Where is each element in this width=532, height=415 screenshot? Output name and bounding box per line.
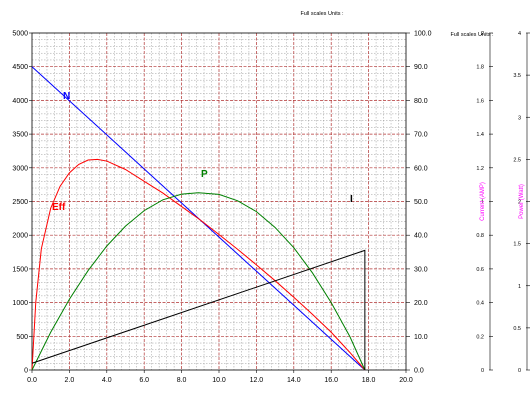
right-y-tick-label: 10.0 [414, 334, 428, 341]
right-y-tick-label: 100.0 [414, 31, 432, 38]
current-tick-label: 0.2 [476, 334, 484, 340]
x-tick-label: 2.0 [65, 377, 75, 384]
x-tick-label: 0.0 [27, 377, 37, 384]
right-y-tick-label: 90.0 [414, 64, 428, 71]
series-line-eff [31, 158, 366, 371]
x-tick-label: 4.0 [102, 377, 112, 384]
series-label-n: N [63, 91, 70, 102]
right-y-axis-ticks: 0.0 10.0 20.0 30.0 40.0 50.0 60.0 70.0 80.0 90.0 1… [406, 31, 432, 375]
left-y-tick-label: 5000 [12, 31, 28, 38]
right-y-tick-label: 20.0 [414, 300, 428, 307]
right-y-tick-label: 40.0 [414, 233, 428, 240]
power-tick-label: 3.5 [513, 73, 521, 79]
grid-major [32, 33, 406, 370]
right-y-tick-label: 50.0 [414, 199, 428, 206]
series-label-p: P [201, 169, 208, 180]
right-y-tick-label: 0.0 [414, 368, 424, 375]
x-tick-label: 14.0 [287, 377, 301, 384]
current-tick-label: 0 [481, 368, 484, 374]
x-tick-label: 6.0 [139, 377, 149, 384]
current-axis: 0 0.2 0.4 0.6 0.8 1 1.2 1.4 1.6 1.8 2 Current (AMP) [476, 31, 493, 374]
current-tick-label: 1.8 [476, 65, 484, 71]
series-label-eff: Eff [52, 202, 66, 213]
power-tick-label: 1.5 [513, 242, 521, 248]
full-scales-units-header: Full scales Units : [300, 11, 344, 17]
power-tick-label: 2.5 [513, 157, 521, 163]
x-axis-ticks: 0.0 2.0 4.0 6.0 8.0 10.0 12.0 14.0 16.0 18.0 20.0 [27, 370, 413, 384]
power-tick-label: 0.5 [513, 326, 521, 332]
x-tick-label: 8.0 [177, 377, 187, 384]
x-tick-label: 16.0 [324, 377, 338, 384]
current-tick-label: 1 [481, 200, 484, 206]
right-y-tick-label: 80.0 [414, 98, 428, 105]
current-tick-label: 1.2 [476, 166, 484, 172]
series-labels: N Eff P I [52, 91, 353, 213]
x-tick-label: 10.0 [212, 377, 226, 384]
right-y-tick-label: 30.0 [414, 266, 428, 273]
left-y-axis-ticks: 0 500 1000 1500 2000 2500 3000 3500 4000 4500 5000 [12, 31, 32, 375]
power-axis-label: Power (Watt) [519, 184, 525, 219]
right-y-tick-label: 70.0 [414, 132, 428, 139]
series-line-p [31, 192, 366, 371]
current-tick-label: 0.4 [476, 301, 484, 307]
power-tick-label: 4 [518, 31, 521, 37]
x-tick-label: 12.0 [250, 377, 264, 384]
x-tick-label: 20.0 [399, 377, 413, 384]
left-y-tick-label: 4500 [12, 64, 28, 71]
current-tick-label: 2 [481, 31, 484, 37]
left-y-tick-label: 1000 [12, 300, 28, 307]
left-y-tick-label: 3000 [12, 165, 28, 172]
full-scales-units-right-header: Full scales Units : [450, 32, 494, 38]
left-y-tick-label: 2500 [12, 199, 28, 206]
series-label-i: I [350, 194, 353, 205]
left-y-tick-label: 500 [16, 334, 28, 341]
current-tick-label: 1.4 [476, 132, 484, 138]
power-tick-label: 3 [518, 115, 521, 121]
current-tick-label: 0.8 [476, 233, 484, 239]
power-axis: 0 0.5 1 1.5 2 2.5 3 3.5 4 Power (Watt) [513, 31, 530, 374]
current-axis-label: Current (AMP) [480, 182, 486, 221]
right-y-tick-label: 60.0 [414, 165, 428, 172]
power-tick-label: 0 [518, 368, 521, 374]
power-tick-label: 2 [518, 200, 521, 206]
current-tick-label: 1.6 [476, 98, 484, 104]
series-lines [31, 66, 366, 371]
left-y-tick-label: 0 [24, 368, 28, 375]
series-line-i [31, 249, 366, 370]
left-y-tick-label: 4000 [12, 98, 28, 105]
x-tick-label: 18.0 [362, 377, 376, 384]
left-y-tick-label: 1500 [12, 266, 28, 273]
power-tick-label: 1 [518, 284, 521, 290]
left-y-tick-label: 2000 [12, 233, 28, 240]
current-tick-label: 0.6 [476, 267, 484, 273]
left-y-tick-label: 3500 [12, 132, 28, 139]
